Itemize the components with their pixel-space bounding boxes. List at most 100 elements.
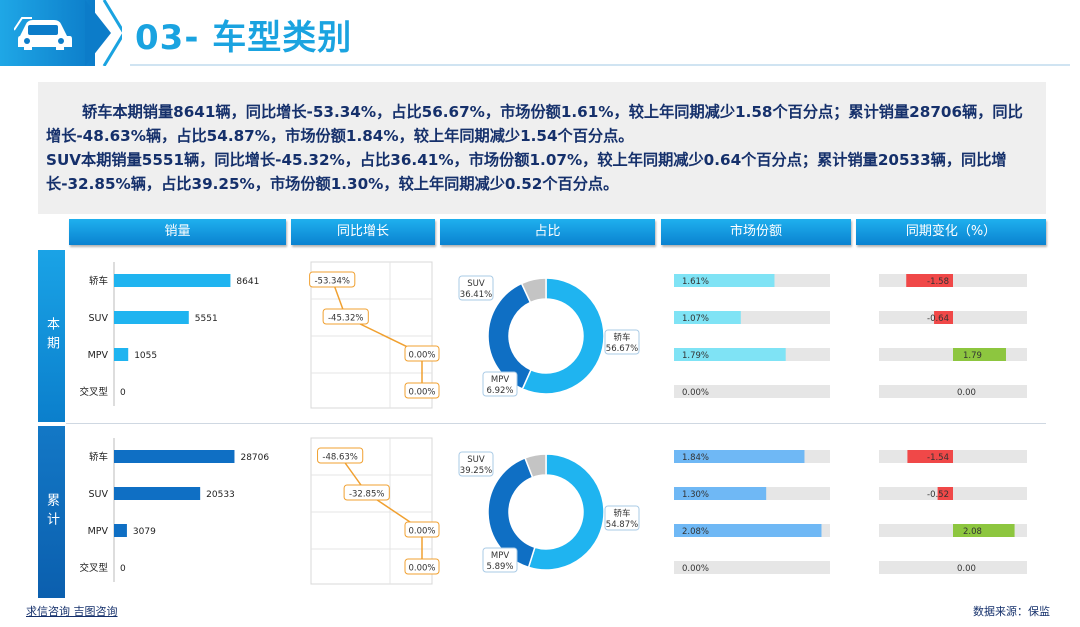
- sales-bar-cumulative: [114, 487, 201, 500]
- growth-point-label-current: 0.00%: [408, 351, 435, 361]
- sales-value-label-cumulative: 28706: [240, 453, 269, 463]
- sales-value-label-current: 8641: [236, 277, 259, 287]
- change-bar-cumulative: [937, 487, 953, 500]
- donut-label-box-current: [482, 371, 518, 397]
- share-bar-current: [674, 311, 741, 324]
- change-bar-cumulative: [953, 524, 1015, 537]
- sales-value-label-cumulative: 0: [120, 564, 126, 574]
- growth-point-box-cumulative: [404, 558, 440, 575]
- donut-label-value-current: 56.67%: [606, 344, 638, 354]
- sales-category-label-current: MPV: [88, 350, 109, 361]
- donut-slice-current: [521, 277, 605, 395]
- summary-box: 轿车本期销量8641辆，同比增长-53.34%，占比56.67%，市场份额1.6…: [38, 82, 1046, 214]
- change-bar-track-cumulative: [879, 561, 1027, 574]
- donut-slice-cumulative: [524, 453, 547, 479]
- summary-paragraph-suv: SUV本期销量5551辆，同比增长-45.32%，占比36.41%，市场份额1.…: [46, 151, 1007, 193]
- sales-value-label-cumulative: 20533: [206, 490, 235, 500]
- donut-label-name-current: 轿车: [613, 332, 630, 343]
- change-bar-current: [953, 348, 1006, 361]
- change-value-label-current: -0.64: [927, 314, 949, 324]
- change-bar-current: [906, 274, 953, 287]
- sales-value-label-current: 0: [120, 388, 126, 398]
- donut-label-value-cumulative: 39.25%: [460, 466, 492, 476]
- header-divider: [130, 64, 1070, 66]
- donut-label-box-cumulative: [458, 451, 494, 477]
- share-bar-cumulative: [674, 487, 767, 500]
- footer-source-left[interactable]: 求信咨询 吉图咨询: [26, 605, 118, 618]
- header-chevron: [85, 0, 111, 66]
- change-bar-current: [934, 311, 953, 324]
- change-value-label-current: 0.00: [957, 388, 976, 398]
- share-value-label-cumulative: 1.84%: [682, 453, 709, 463]
- change-value-label-cumulative: 0.00: [957, 564, 976, 574]
- change-value-label-cumulative: -0.52: [927, 490, 949, 500]
- donut-label-name-current: SUV: [467, 279, 485, 289]
- share-bar-current: [674, 274, 775, 287]
- donut-slice-cumulative: [527, 453, 605, 571]
- sales-bar-current: [114, 274, 231, 287]
- sales-category-label-current: 轿车: [89, 275, 108, 287]
- sales-category-label-cumulative: MPV: [88, 526, 109, 537]
- share-bar-cumulative: [674, 524, 822, 537]
- sales-category-label-current: SUV: [89, 313, 109, 324]
- sales-category-label-cumulative: 轿车: [89, 451, 108, 463]
- donut-slice-current: [520, 277, 547, 304]
- donut-label-name-cumulative: 轿车: [613, 508, 630, 519]
- sales-bar-cumulative: [114, 450, 235, 463]
- car-icon: [14, 17, 72, 50]
- share-value-label-cumulative: 2.08%: [682, 527, 709, 537]
- growth-point-box-cumulative: [343, 484, 390, 501]
- growth-point-box-current: [404, 345, 440, 362]
- sales-value-label-current: 1055: [134, 351, 157, 361]
- growth-point-label-cumulative: -32.85%: [349, 490, 384, 500]
- sales-value-label-current: 5551: [195, 314, 218, 324]
- column-header-sales: 销量: [69, 219, 286, 245]
- growth-point-box-current: [404, 382, 440, 399]
- donut-label-value-current: 6.92%: [486, 386, 513, 396]
- donut-label-box-current: [458, 275, 494, 301]
- column-header-market-share: 市场份额: [661, 219, 851, 245]
- sales-value-label-cumulative: 3079: [133, 527, 156, 537]
- change-value-label-current: -1.58: [927, 277, 949, 287]
- page-title: 03- 车型类别: [135, 18, 353, 58]
- sales-category-label-cumulative: 交叉型: [79, 562, 108, 574]
- sales-bar-current: [114, 348, 129, 361]
- donut-label-value-cumulative: 5.89%: [486, 562, 513, 572]
- share-bar-current: [674, 348, 786, 361]
- donut-slice-cumulative: [487, 456, 536, 569]
- footer-source-right: 数据来源：保监: [973, 605, 1050, 618]
- donut-label-box-current: [604, 329, 640, 355]
- growth-point-box-cumulative: [317, 447, 364, 464]
- share-bar-track-cumulative: [674, 561, 830, 574]
- sales-category-label-current: 交叉型: [79, 386, 108, 398]
- growth-point-box-cumulative: [404, 521, 440, 538]
- donut-label-name-cumulative: MPV: [491, 551, 509, 561]
- donut-label-name-cumulative: SUV: [467, 455, 485, 465]
- share-value-label-cumulative: 1.30%: [682, 490, 709, 500]
- share-value-label-cumulative: 0.00%: [682, 564, 709, 574]
- change-bar-track-current: [879, 385, 1027, 398]
- share-bar-track-current: [674, 385, 830, 398]
- share-value-label-current: 1.07%: [682, 314, 709, 324]
- growth-point-label-cumulative: -48.63%: [322, 453, 357, 463]
- section-label-cumulative: 累计: [38, 426, 65, 598]
- growth-line-current: [331, 279, 423, 391]
- section-divider: [66, 423, 1046, 424]
- change-value-label-current: 1.79: [963, 351, 982, 361]
- column-header-yoy-change: 同期变化（%）: [856, 219, 1046, 245]
- share-bar-cumulative: [674, 450, 805, 463]
- donut-label-box-cumulative: [482, 547, 518, 573]
- sales-bar-current: [114, 311, 189, 324]
- donut-label-value-current: 36.41%: [460, 290, 492, 300]
- change-value-label-cumulative: -1.54: [927, 453, 949, 463]
- sales-bar-cumulative: [114, 524, 127, 537]
- growth-point-box-current: [322, 308, 369, 325]
- growth-point-box-current: [309, 271, 356, 288]
- header-chevron-outline: [102, 0, 122, 66]
- donut-label-value-cumulative: 54.87%: [606, 520, 638, 530]
- growth-point-label-current: -45.32%: [328, 314, 363, 324]
- growth-point-label-current: -53.34%: [314, 277, 349, 287]
- summary-paragraph-sedan: 轿车本期销量8641辆，同比增长-53.34%，占比56.67%，市场份额1.6…: [46, 103, 1023, 145]
- share-value-label-current: 0.00%: [682, 388, 709, 398]
